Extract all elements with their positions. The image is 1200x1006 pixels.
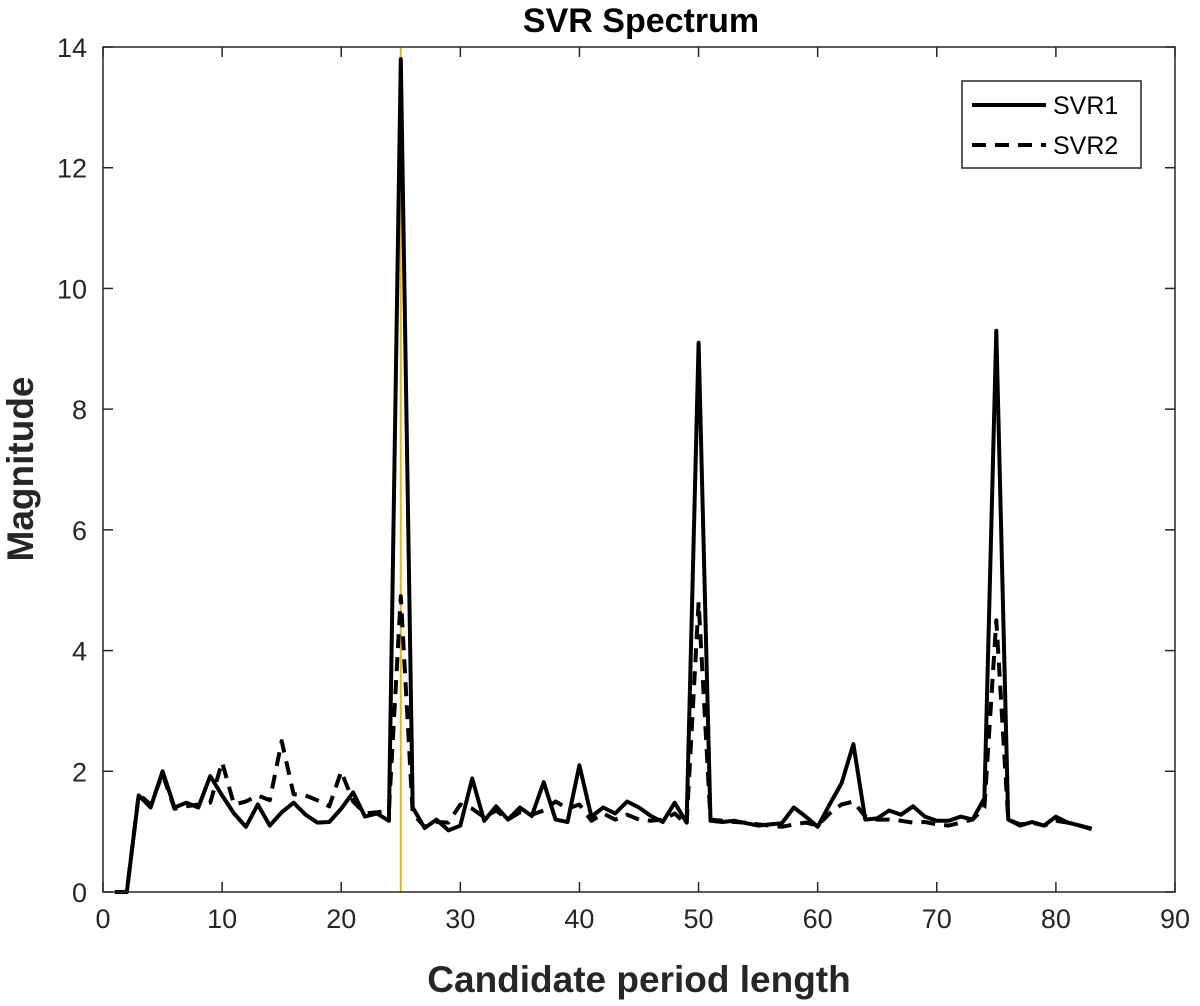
x-axis-ticks: 0 10 20 30 40 50 60 70 80 90 [95,47,1190,934]
y-tick-label: 6 [72,516,87,546]
x-tick-label: 10 [207,904,237,934]
x-tick-label: 90 [1160,904,1190,934]
x-tick-label: 20 [326,904,356,934]
chart-title: SVR Spectrum [523,2,759,40]
legend-label-svr2: SVR2 [1053,132,1118,160]
legend-label-svr1: SVR1 [1053,92,1118,120]
y-tick-label: 14 [57,33,87,63]
series-line-svr1 [114,57,1093,894]
y-tick-label: 0 [72,878,87,908]
x-tick-label: 70 [922,904,952,934]
y-tick-label: 12 [57,154,87,184]
x-tick-label: 40 [564,904,594,934]
x-tick-label: 80 [1041,904,1071,934]
x-axis-label: Candidate period length [427,959,850,1000]
y-tick-label: 4 [72,637,87,667]
y-tick-label: 10 [57,274,87,304]
series-layer [114,57,1093,894]
x-tick-label: 30 [445,904,475,934]
series-line-svr2 [114,594,1093,894]
y-axis-label: Magnitude [0,377,41,562]
axes-box [102,46,1176,893]
x-tick-label: 60 [803,904,833,934]
y-axis-ticks: 0 2 4 6 8 10 12 14 [57,33,1175,908]
plot-area [103,47,1175,892]
x-tick-label: 0 [95,904,110,934]
y-tick-label: 8 [72,395,87,425]
legend: SVR1 SVR2 [961,80,1142,169]
x-tick-label: 50 [684,904,714,934]
legend-box [961,80,1142,169]
y-tick-label: 2 [72,757,87,787]
